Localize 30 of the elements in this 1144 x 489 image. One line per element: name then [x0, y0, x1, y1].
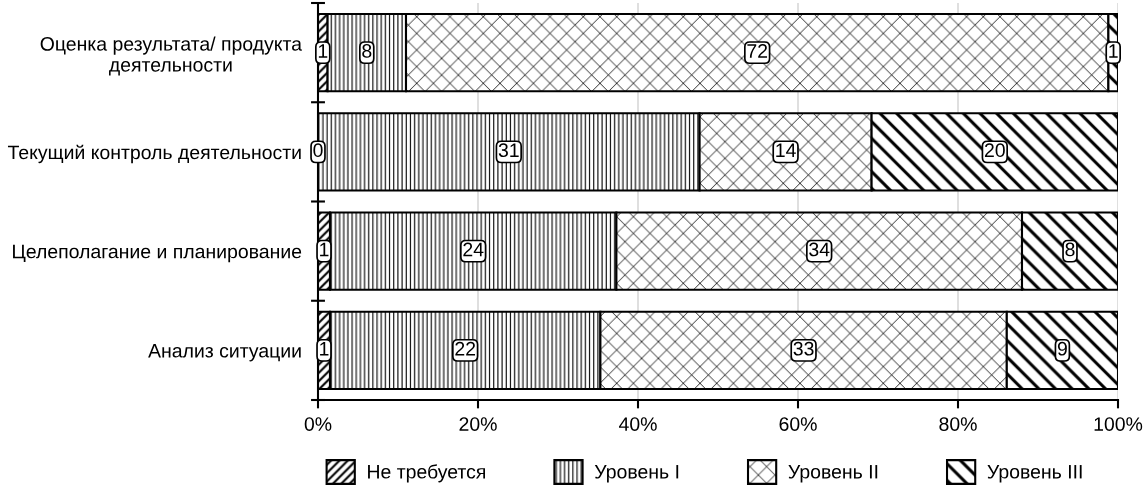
annotation: 31: [498, 143, 519, 158]
legend-label: Не требуется: [368, 464, 485, 483]
x-tick-label: 100%: [1094, 417, 1143, 431]
x-tick-label: 0%: [304, 417, 332, 431]
annotation: 33: [793, 341, 814, 356]
annotation: 34: [809, 242, 830, 257]
annotation: 8: [362, 44, 372, 58]
annotation: 0: [313, 143, 323, 158]
legend-label: Уровень II: [788, 465, 878, 483]
legend-label: Уровень I: [594, 465, 679, 483]
annotation: 8: [1065, 242, 1075, 257]
annotation: 9: [1057, 341, 1067, 356]
annotation: 1: [318, 44, 328, 58]
x-tick-label: 80%: [939, 417, 977, 431]
y-tick-label: Оценка результата/ продукта деятельности: [40, 36, 303, 76]
x-tick-label: 40%: [618, 417, 657, 431]
x-tick-label: 20%: [459, 417, 497, 431]
annotation: 22: [455, 341, 476, 356]
legend-label: Уровень III: [987, 465, 1082, 483]
x-tick-label: 60%: [779, 417, 817, 431]
y-tick-label: Текущий контроль деятельности: [7, 144, 301, 164]
annotation: 14: [776, 143, 796, 157]
annotation: 24: [463, 242, 484, 257]
annotation: 20: [984, 143, 1005, 158]
y-tick-label: Целеполагание и планирование: [13, 244, 302, 263]
annotation: 1: [1109, 44, 1118, 58]
annotation: 1: [320, 342, 329, 356]
annotation: 72: [747, 44, 768, 58]
y-tick-label: Анализ ситуации: [148, 344, 301, 362]
annotation: 1: [320, 242, 329, 257]
